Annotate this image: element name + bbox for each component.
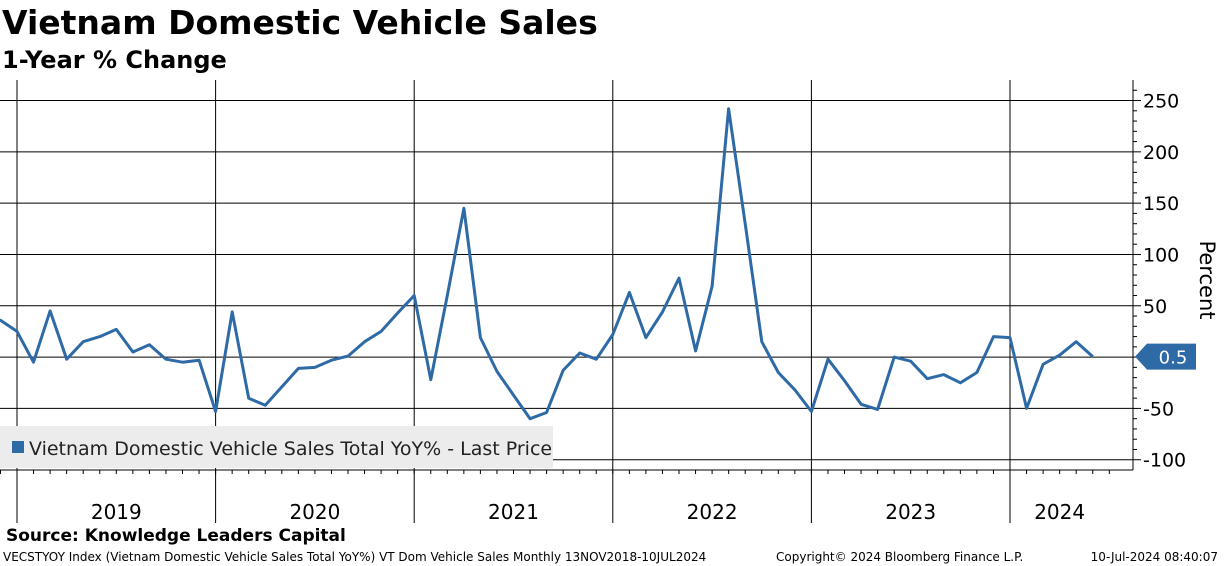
y-tick-label: -50: [1143, 398, 1174, 420]
legend: Vietnam Domestic Vehicle Sales Total YoY…: [0, 426, 553, 468]
year-label: 2021: [488, 500, 539, 524]
series-layer: [0, 107, 1094, 421]
y-tick-label: 100: [1143, 244, 1179, 266]
chart-subtitle: 1-Year % Change: [2, 46, 227, 74]
y-axis-title: Percent: [1195, 240, 1219, 319]
y-tick-label: 150: [1143, 193, 1179, 215]
y-tick-label: -100: [1143, 450, 1186, 472]
y-tick-label: 50: [1143, 296, 1167, 318]
year-label: 2023: [885, 500, 936, 524]
axis: 250200150100500-50-100Percent20192020202…: [0, 80, 1219, 524]
legend-background: [0, 426, 553, 468]
last-value-badge: 0.5: [1135, 343, 1196, 370]
last-value-badge-shape: [1135, 343, 1196, 370]
source-note: Source: Knowledge Leaders Capital: [6, 526, 346, 546]
year-label: 2024: [1034, 500, 1085, 524]
copyright: Copyright© 2024 Bloomberg Finance L.P.: [776, 550, 1024, 564]
index-description: VECSTYOY Index (Vietnam Domestic Vehicle…: [3, 550, 707, 564]
y-tick-label: 200: [1143, 142, 1179, 164]
legend-swatch: [12, 441, 24, 453]
year-label: 2022: [687, 500, 738, 524]
y-tick-label: 250: [1143, 91, 1179, 113]
last-value-label: 0.5: [1159, 348, 1188, 369]
year-label: 2019: [91, 500, 142, 524]
chart-title: Vietnam Domestic Vehicle Sales: [2, 3, 598, 42]
legend-entry: Vietnam Domestic Vehicle Sales Total YoY…: [29, 438, 552, 460]
series-line: [0, 107, 1094, 421]
timestamp: 10-Jul-2024 08:40:07: [1090, 550, 1218, 564]
year-label: 2020: [289, 500, 340, 524]
